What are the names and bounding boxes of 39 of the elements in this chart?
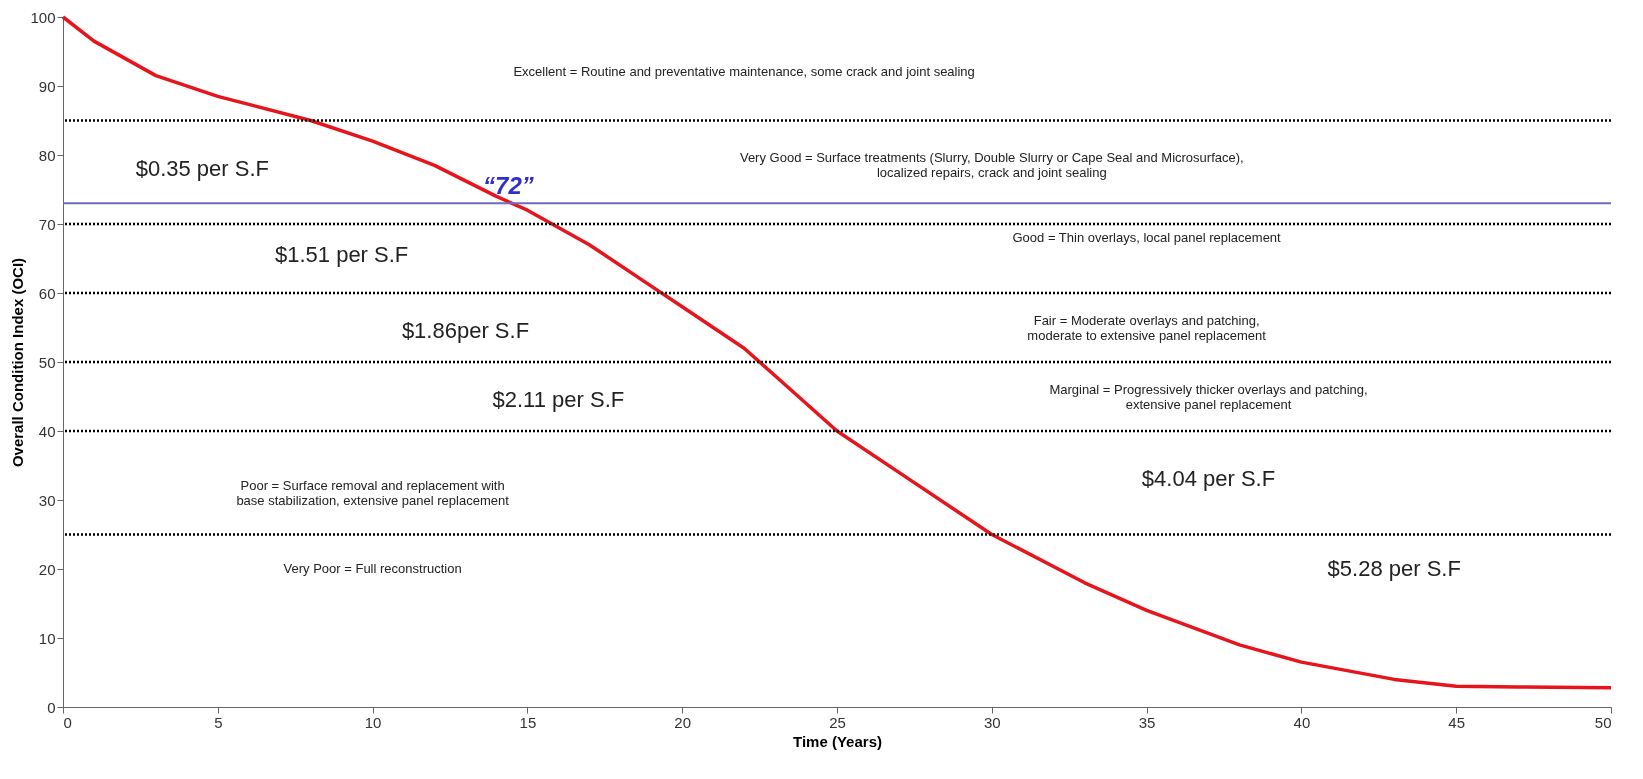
y-tick-label: 80 — [38, 146, 56, 164]
x-tick-label: 25 — [829, 713, 846, 731]
x-tick-label: 35 — [1138, 713, 1156, 731]
y-tick-label: 0 — [47, 698, 56, 716]
y-tick-label: 40 — [38, 422, 56, 440]
annotation: Excellent = Routine and preventative maintenance, some crack and joint sealing — [513, 64, 975, 80]
y-tick-label: 70 — [38, 215, 56, 233]
x-tick-label: 15 — [519, 713, 537, 731]
annotation: $5.28 per S.F — [1327, 556, 1461, 581]
x-tick-label: 10 — [364, 713, 382, 731]
annotation: Very Poor = Full reconstruction — [283, 561, 462, 576]
line-series — [61, 15, 1613, 690]
annotation: Marginal = Progressively thicker overlays and patching, extensive panel replacement — [1049, 381, 1368, 412]
x-tick-label: 50 — [1594, 713, 1612, 731]
annotation: Poor = Surface removal and replacement with base stabilization, extensive panel replacement — [236, 478, 510, 509]
y-tick-label: 50 — [38, 353, 56, 371]
y-tick-label: 100 — [30, 8, 56, 26]
x-tick-label: 0 — [63, 713, 72, 731]
x-tick-label: 20 — [674, 713, 692, 731]
y-axis-title: Overall Condition Index (OCI) — [9, 257, 27, 468]
x-tick-label: 30 — [983, 713, 1001, 731]
annotation: $0.35 per S.F — [135, 155, 269, 181]
y-tick-label: 30 — [38, 491, 56, 509]
annotation: Fair = Moderate overlays and patching, moderate to extensive panel replacement — [1027, 312, 1267, 343]
annotation: $2.11 per S.F — [492, 386, 625, 412]
annotation: Good = Thin overlays, local panel replacement — [1012, 229, 1282, 245]
y-tick-label: 10 — [38, 629, 56, 647]
y-tick-label: 60 — [38, 284, 56, 302]
annotation: $4.04 per S.F — [1141, 466, 1276, 492]
annotation: “72” — [483, 172, 534, 200]
x-tick-label: 5 — [214, 713, 223, 731]
x-tick-label: 45 — [1448, 713, 1466, 731]
x-tick-label: 40 — [1293, 713, 1311, 731]
annotation: $1.51 per S.F — [274, 242, 409, 268]
annotation: $1.86per S.F — [401, 317, 530, 343]
annotation: Very Good = Surface treatments (Slurry, Double Slurry or Cape Seal and Microsurface), localized repairs, crack and joint sealing — [739, 150, 1244, 181]
y-tick-label: 90 — [38, 77, 56, 95]
y-tick-label: 20 — [38, 560, 56, 578]
x-axis-title: Time (Years) — [793, 732, 882, 750]
